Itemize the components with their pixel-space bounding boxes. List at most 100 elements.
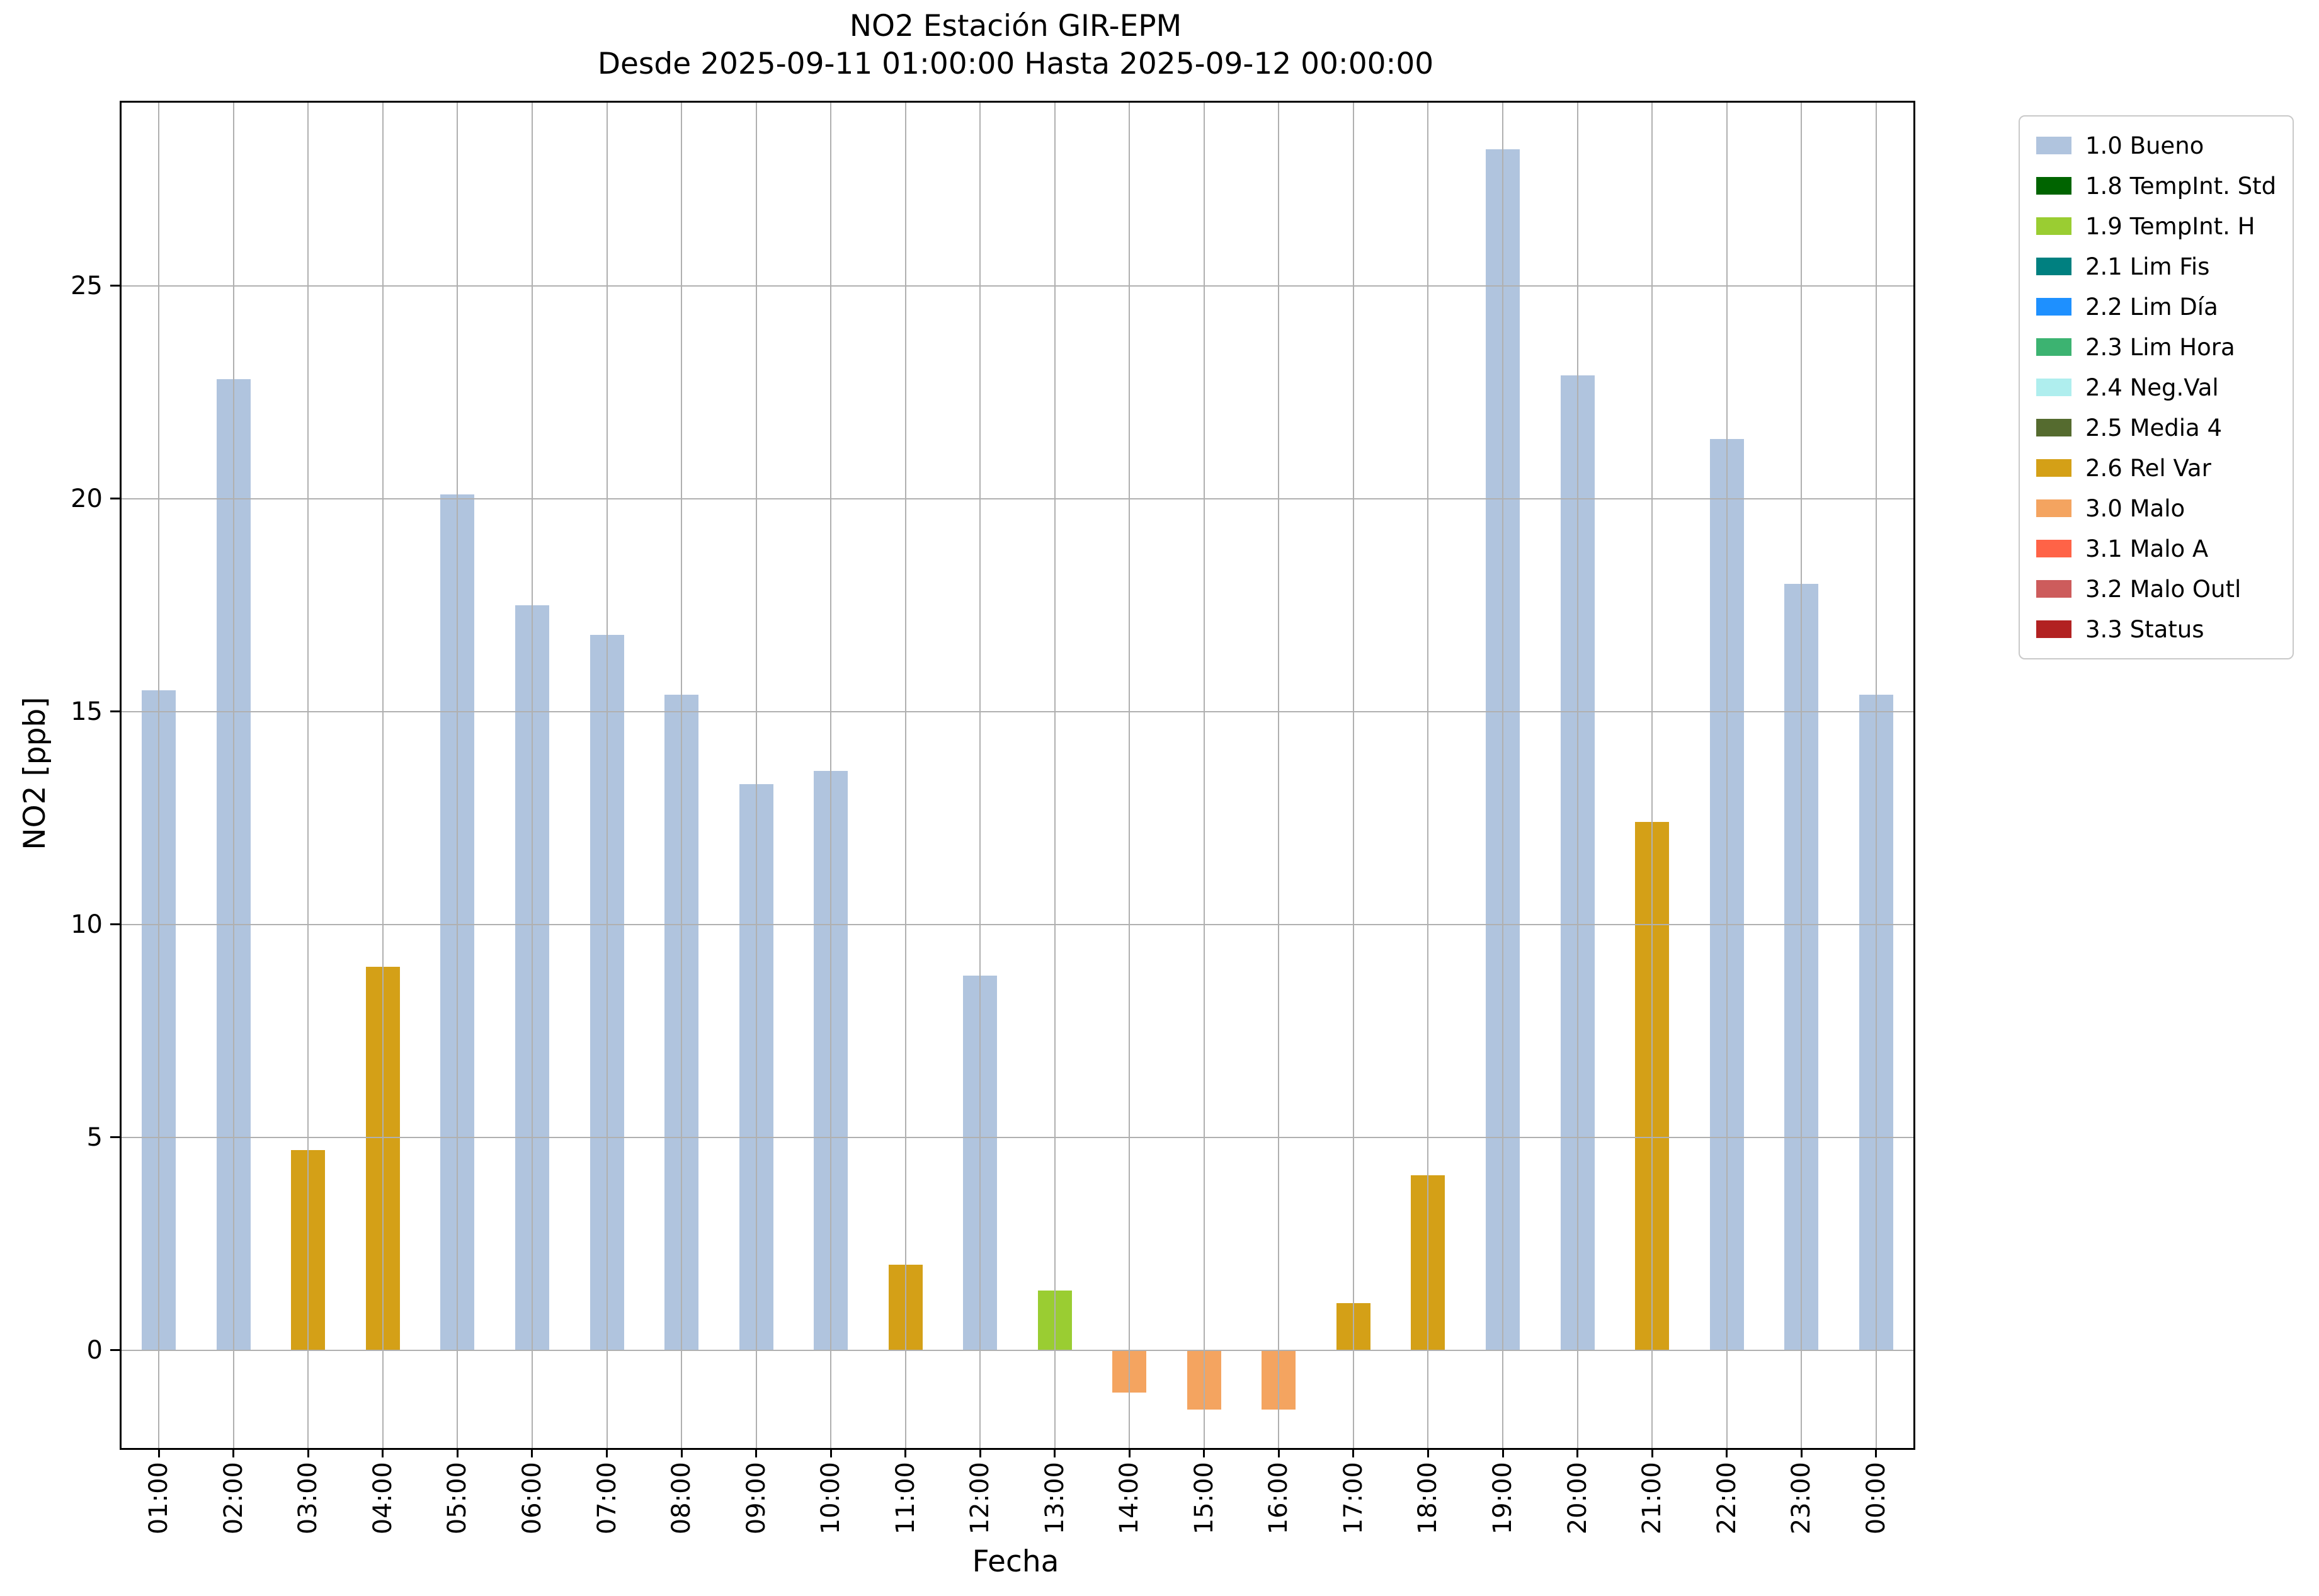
legend-label: 2.5 Media 4 [2085, 414, 2223, 442]
x-tick-mark [1726, 1448, 1728, 1457]
x-tick-mark [829, 1448, 832, 1457]
x-tick-mark [1427, 1448, 1429, 1457]
x-tick-label: 19:00 [1488, 1462, 1518, 1535]
legend-item: 2.3 Lim Hora [2036, 327, 2276, 367]
legend-item: 3.3 Status [2036, 609, 2276, 649]
legend-label: 3.1 Malo A [2085, 535, 2209, 562]
gridline-vertical [904, 103, 906, 1448]
legend-swatch-icon [2036, 459, 2071, 477]
x-tick-mark [1501, 1448, 1504, 1457]
x-tick-label: 12:00 [966, 1462, 995, 1535]
x-tick-label: 01:00 [144, 1462, 174, 1535]
y-tick-mark [110, 498, 120, 500]
legend-label: 2.3 Lim Hora [2085, 333, 2235, 361]
legend-swatch-icon [2036, 137, 2071, 154]
legend-label: 2.6 Rel Var [2085, 454, 2211, 482]
x-tick-mark [755, 1448, 758, 1457]
gridline-vertical [606, 103, 608, 1448]
legend-swatch-icon [2036, 499, 2071, 517]
gridline-vertical [232, 103, 234, 1448]
x-tick-label: 17:00 [1338, 1462, 1368, 1535]
legend-swatch-icon [2036, 298, 2071, 316]
gridline-horizontal [122, 285, 1913, 287]
gridline-vertical [1054, 103, 1056, 1448]
x-axis-label: Fecha [972, 1544, 1059, 1579]
legend-swatch-icon [2036, 177, 2071, 195]
legend-item: 2.1 Lim Fis [2036, 246, 2276, 287]
x-tick-mark [1128, 1448, 1131, 1457]
gridline-vertical [531, 103, 533, 1448]
gridline-vertical [382, 103, 384, 1448]
x-tick-mark [1203, 1448, 1205, 1457]
gridline-vertical [681, 103, 683, 1448]
gridline-vertical [1427, 103, 1429, 1448]
y-tick-mark [110, 1349, 120, 1352]
legend-swatch-icon [2036, 580, 2071, 598]
legend: 1.0 Bueno 1.8 TempInt. Std 1.9 TempInt. H 2… [2019, 115, 2294, 659]
legend-item: 1.8 TempInt. Std [2036, 166, 2276, 206]
legend-label: 2.4 Neg.Val [2085, 373, 2219, 401]
legend-label: 3.2 Malo Outl [2085, 575, 2242, 603]
y-tick-label: 5 [86, 1122, 103, 1152]
gridline-vertical [1576, 103, 1578, 1448]
chart-title-block: NO2 Estación GIR-EPM Desde 2025-09-11 01… [120, 8, 1912, 83]
gridline-horizontal [122, 1136, 1913, 1138]
y-tick-label: 20 [71, 484, 103, 513]
x-tick-mark [1352, 1448, 1355, 1457]
x-tick-label: 20:00 [1563, 1462, 1592, 1535]
x-tick-mark [680, 1448, 683, 1457]
gridline-vertical [1203, 103, 1205, 1448]
x-tick-mark [1875, 1448, 1877, 1457]
x-tick-mark [232, 1448, 235, 1457]
legend-label: 1.8 TempInt. Std [2085, 172, 2277, 200]
y-tick-label: 25 [71, 271, 103, 300]
y-tick-label: 15 [71, 697, 103, 726]
x-tick-label: 15:00 [1189, 1462, 1219, 1535]
gridline-vertical [1502, 103, 1504, 1448]
x-tick-label: 18:00 [1413, 1462, 1443, 1535]
legend-swatch-icon [2036, 540, 2071, 557]
gridline-vertical [158, 103, 160, 1448]
gridline-vertical [457, 103, 459, 1448]
legend-swatch-icon [2036, 379, 2071, 396]
x-tick-label: 02:00 [219, 1462, 248, 1535]
x-tick-mark [1651, 1448, 1653, 1457]
x-tick-label: 14:00 [1115, 1462, 1144, 1535]
chart-subtitle: Desde 2025-09-11 01:00:00 Hasta 2025-09-… [597, 47, 1434, 81]
x-tick-mark [456, 1448, 459, 1457]
x-tick-mark [1054, 1448, 1056, 1457]
x-tick-label: 09:00 [741, 1462, 771, 1535]
gridline-vertical [1651, 103, 1653, 1448]
gridline-vertical [1352, 103, 1354, 1448]
y-tick-mark [110, 1136, 120, 1139]
x-tick-mark [904, 1448, 907, 1457]
legend-item: 3.0 Malo [2036, 488, 2276, 528]
x-tick-label: 05:00 [443, 1462, 472, 1535]
legend-label: 1.9 TempInt. H [2085, 212, 2255, 240]
x-tick-label: 04:00 [368, 1462, 397, 1535]
y-tick-label: 10 [71, 909, 103, 939]
x-tick-label: 16:00 [1264, 1462, 1294, 1535]
x-tick-label: 23:00 [1787, 1462, 1816, 1535]
gridline-vertical [1875, 103, 1877, 1448]
legend-label: 2.2 Lim Día [2085, 293, 2218, 321]
legend-item: 3.1 Malo A [2036, 528, 2276, 569]
gridline-vertical [1278, 103, 1280, 1448]
chart-title: NO2 Estación GIR-EPM [849, 9, 1182, 43]
x-tick-label: 10:00 [816, 1462, 846, 1535]
legend-label: 3.3 Status [2085, 615, 2204, 643]
gridline-vertical [1726, 103, 1728, 1448]
x-tick-mark [157, 1448, 160, 1457]
legend-swatch-icon [2036, 620, 2071, 638]
legend-label: 2.1 Lim Fis [2085, 253, 2210, 280]
y-tick-mark [110, 285, 120, 287]
legend-swatch-icon [2036, 419, 2071, 436]
gridline-vertical [307, 103, 309, 1448]
x-tick-mark [531, 1448, 533, 1457]
y-tick-mark [110, 923, 120, 926]
gridline-vertical [1801, 103, 1803, 1448]
x-tick-label: 03:00 [293, 1462, 323, 1535]
x-tick-mark [382, 1448, 384, 1457]
gridline-horizontal [122, 1349, 1913, 1351]
gridline-vertical [755, 103, 757, 1448]
